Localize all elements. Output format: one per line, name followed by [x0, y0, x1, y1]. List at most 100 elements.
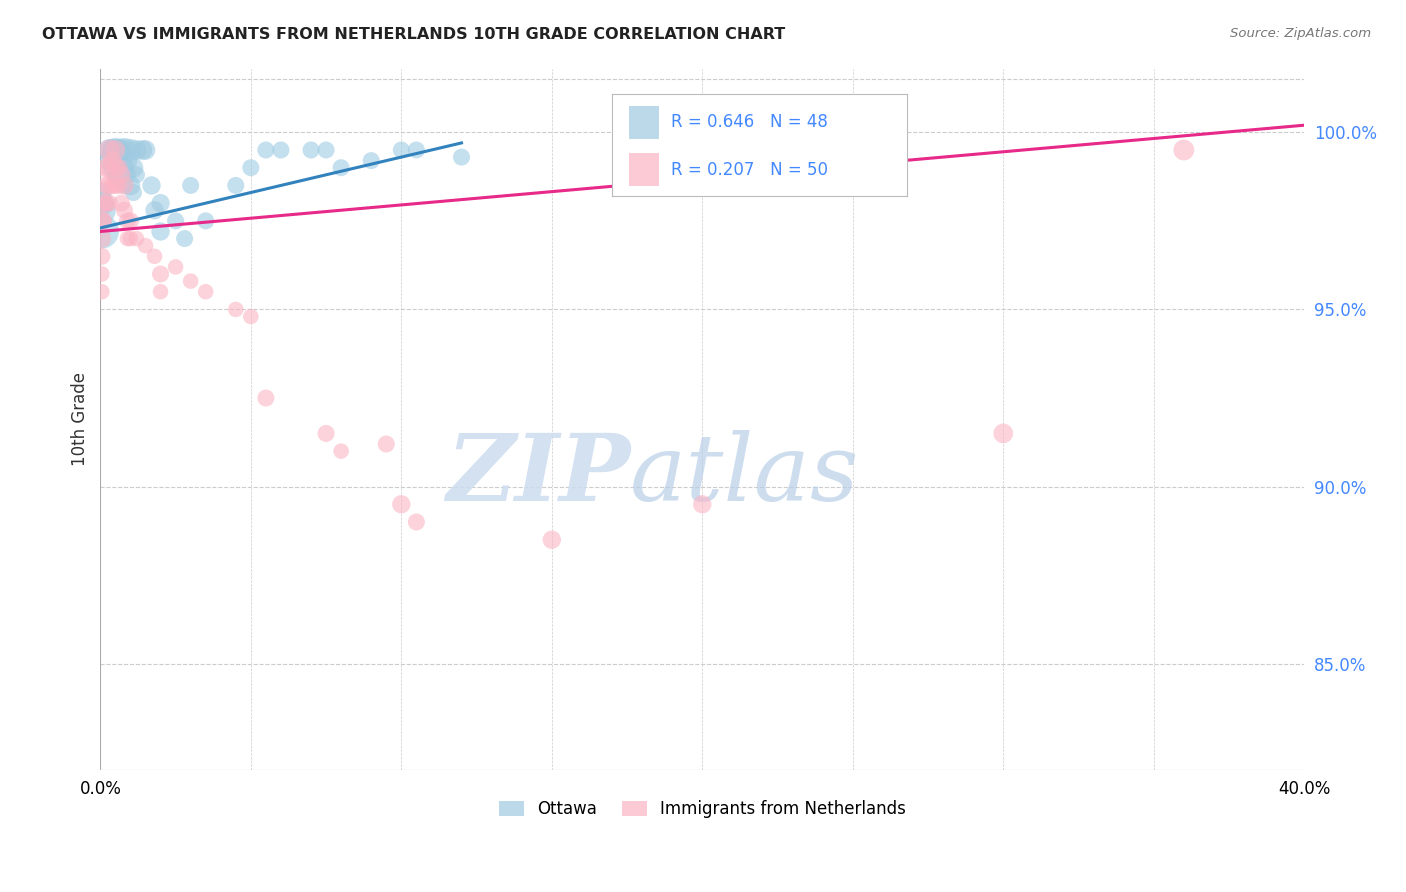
Point — [96, 161, 118, 175]
Point — [104, 168, 127, 182]
Point — [180, 274, 202, 288]
Point — [90, 203, 112, 218]
Point — [690, 497, 713, 511]
Point — [117, 214, 139, 228]
Point — [134, 238, 156, 252]
Point — [90, 214, 112, 228]
Point — [225, 178, 247, 193]
Text: R = 0.646   N = 48: R = 0.646 N = 48 — [671, 113, 828, 131]
Point — [117, 168, 139, 182]
Point — [98, 178, 121, 193]
Point — [90, 267, 112, 281]
Text: ZIP: ZIP — [446, 430, 630, 520]
Point — [110, 168, 132, 182]
Point — [104, 178, 127, 193]
Point — [98, 143, 121, 157]
Point — [540, 533, 562, 547]
Text: OTTAWA VS IMMIGRANTS FROM NETHERLANDS 10TH GRADE CORRELATION CHART: OTTAWA VS IMMIGRANTS FROM NETHERLANDS 10… — [42, 27, 786, 42]
Point — [165, 260, 187, 274]
Point — [112, 143, 135, 157]
Point — [239, 310, 262, 324]
Point — [143, 203, 166, 218]
Point — [104, 143, 127, 157]
Point — [98, 196, 121, 211]
Point — [131, 143, 153, 157]
Point — [173, 231, 195, 245]
Point — [143, 249, 166, 263]
Point — [107, 161, 129, 175]
Point — [122, 186, 145, 200]
Point — [389, 497, 412, 511]
Point — [110, 143, 132, 157]
Point — [96, 178, 118, 193]
Point — [141, 178, 163, 193]
Y-axis label: 10th Grade: 10th Grade — [72, 372, 89, 467]
Point — [101, 178, 124, 193]
Point — [125, 168, 148, 182]
Point — [405, 515, 427, 529]
Point — [96, 196, 118, 211]
Point — [330, 161, 353, 175]
Point — [110, 153, 132, 168]
Point — [194, 214, 217, 228]
Point — [93, 196, 115, 211]
Point — [120, 143, 142, 157]
Text: atlas: atlas — [630, 430, 859, 520]
Point — [149, 285, 172, 299]
Point — [90, 249, 112, 263]
Point — [112, 203, 135, 218]
Point — [125, 231, 148, 245]
Point — [101, 161, 124, 175]
Point — [104, 161, 127, 175]
Point — [330, 444, 353, 458]
Point — [107, 150, 129, 164]
Point — [98, 153, 121, 168]
Point — [117, 153, 139, 168]
Point — [117, 231, 139, 245]
Point — [112, 178, 135, 193]
Point — [110, 196, 132, 211]
Point — [405, 143, 427, 157]
Point — [107, 178, 129, 193]
Point — [315, 143, 337, 157]
Point — [120, 231, 142, 245]
Point — [1173, 143, 1195, 157]
Point — [120, 178, 142, 193]
Point — [149, 267, 172, 281]
Point — [270, 143, 292, 157]
Bar — [630, 153, 659, 186]
Point — [389, 143, 412, 157]
Point — [450, 150, 472, 164]
Point — [375, 437, 398, 451]
Point — [101, 153, 124, 168]
Point — [112, 178, 135, 193]
Point — [225, 302, 247, 317]
Point — [180, 178, 202, 193]
Point — [194, 285, 217, 299]
Text: R = 0.207   N = 50: R = 0.207 N = 50 — [671, 161, 828, 178]
Point — [98, 161, 121, 175]
Legend: Ottawa, Immigrants from Netherlands: Ottawa, Immigrants from Netherlands — [492, 794, 912, 825]
Point — [315, 426, 337, 441]
Point — [149, 196, 172, 211]
Point — [112, 161, 135, 175]
Point — [107, 143, 129, 157]
Point — [239, 161, 262, 175]
Point — [149, 225, 172, 239]
Point — [993, 426, 1015, 441]
Point — [122, 161, 145, 175]
Point — [101, 143, 124, 157]
Point — [90, 186, 112, 200]
Point — [165, 214, 187, 228]
Point — [125, 143, 148, 157]
Point — [107, 161, 129, 175]
Point — [104, 153, 127, 168]
Point — [93, 214, 115, 228]
Bar — [630, 106, 659, 139]
Point — [254, 391, 277, 405]
Point — [254, 143, 277, 157]
Point — [98, 143, 121, 157]
Point — [134, 143, 156, 157]
Point — [360, 153, 382, 168]
Point — [90, 231, 112, 245]
